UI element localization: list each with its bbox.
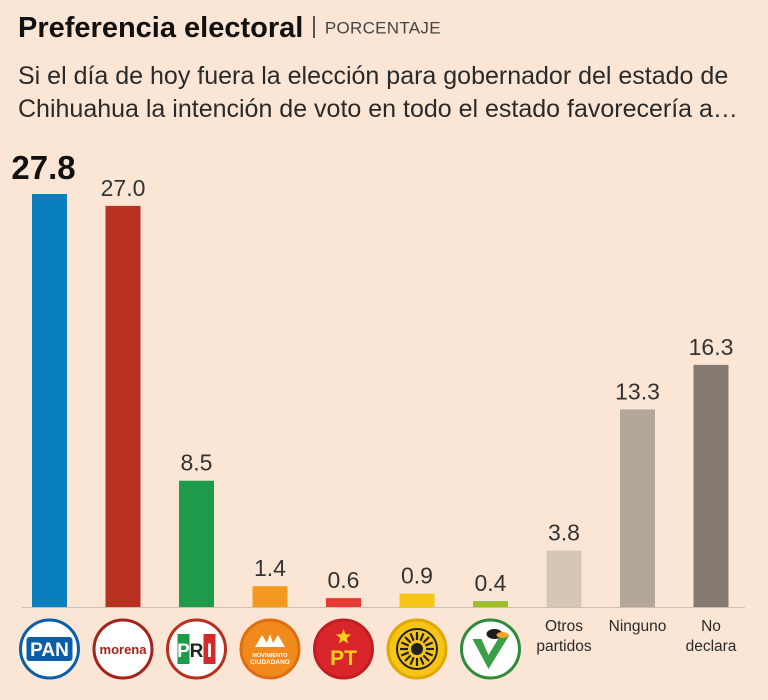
pt-logo-icon <box>313 618 374 680</box>
prd-logo-ray <box>419 656 425 666</box>
title-row: Preferencia electoral PORCENTAJE <box>18 12 441 45</box>
pri-logo-white <box>190 634 203 664</box>
category-label-7-1: partidos <box>536 638 591 655</box>
pvem-logo-beak <box>496 632 509 638</box>
pt-logo-star <box>335 629 352 644</box>
prd-logo-ray <box>400 641 410 647</box>
bar-3 <box>252 586 288 607</box>
title-separator <box>313 15 315 38</box>
category-label-9-1: declara <box>686 638 737 655</box>
mc-logo-icon <box>239 618 301 680</box>
morena-logo-icon <box>92 618 154 680</box>
data-label-6: 0.4 <box>475 570 507 596</box>
pri-logo-r: R <box>190 641 204 662</box>
category-label-8-0: Ninguno <box>609 618 667 635</box>
mc-logo-eagle <box>255 634 285 647</box>
bar-9 <box>693 364 729 607</box>
pri-logo-green <box>177 634 190 664</box>
prd-logo-ray <box>409 632 415 642</box>
prd-logo-ray <box>422 654 430 662</box>
prd-logo-center <box>411 643 423 655</box>
chart-question: Si el día de hoy fuera la elección para … <box>18 62 738 123</box>
prd-logo-ray <box>424 651 434 657</box>
chart-subtitle: PORCENTAJE <box>324 18 441 38</box>
pri-logo-red <box>203 634 216 664</box>
mc-logo-text-2: CIUDADANO <box>250 659 290 666</box>
data-label-7: 3.8 <box>548 520 580 546</box>
data-label-4: 0.6 <box>328 567 360 593</box>
mc-logo-text-1: MOVIMIENTO <box>252 653 288 659</box>
prd-logo-ring <box>396 628 438 670</box>
bar-5 <box>399 593 435 607</box>
chart-title: Preferencia electoral <box>18 12 304 44</box>
pt-logo-text: PT <box>330 647 357 670</box>
bar-7 <box>546 550 582 607</box>
pan-logo-plate <box>26 637 73 661</box>
data-label-5: 0.9 <box>401 563 433 589</box>
prd-logo-ray <box>409 656 415 666</box>
category-label-7-0: Otros <box>545 618 583 635</box>
data-label-0: 27.8 <box>11 149 75 186</box>
pri-logo-i: I <box>207 641 212 662</box>
prd-logo-ray <box>419 632 425 642</box>
bar-0 <box>32 194 67 607</box>
bar-4 <box>326 598 361 607</box>
pri-logo-p: P <box>177 641 190 662</box>
data-label-2: 8.5 <box>181 450 213 476</box>
data-label-1: 27.0 <box>101 175 146 201</box>
bar-8 <box>620 409 655 607</box>
category-label-9-0: No <box>701 618 721 635</box>
pvem-logo-v <box>472 635 510 669</box>
prd-logo-ray <box>400 651 410 657</box>
pan-logo-text: PAN <box>30 640 69 661</box>
pvem-logo-icon <box>460 618 521 680</box>
data-label-9: 16.3 <box>689 334 734 360</box>
prd-logo-ray <box>424 641 434 647</box>
data-label-8: 13.3 <box>615 378 660 404</box>
bar-2 <box>179 480 214 607</box>
morena-logo-text: morena <box>100 642 148 657</box>
data-label-3: 1.4 <box>254 555 286 581</box>
bar-6 <box>473 601 508 607</box>
prd-logo-ray <box>404 636 412 644</box>
prd-logo-ray <box>422 636 430 644</box>
prd-logo-ray <box>404 654 412 662</box>
bar-1 <box>105 205 141 607</box>
